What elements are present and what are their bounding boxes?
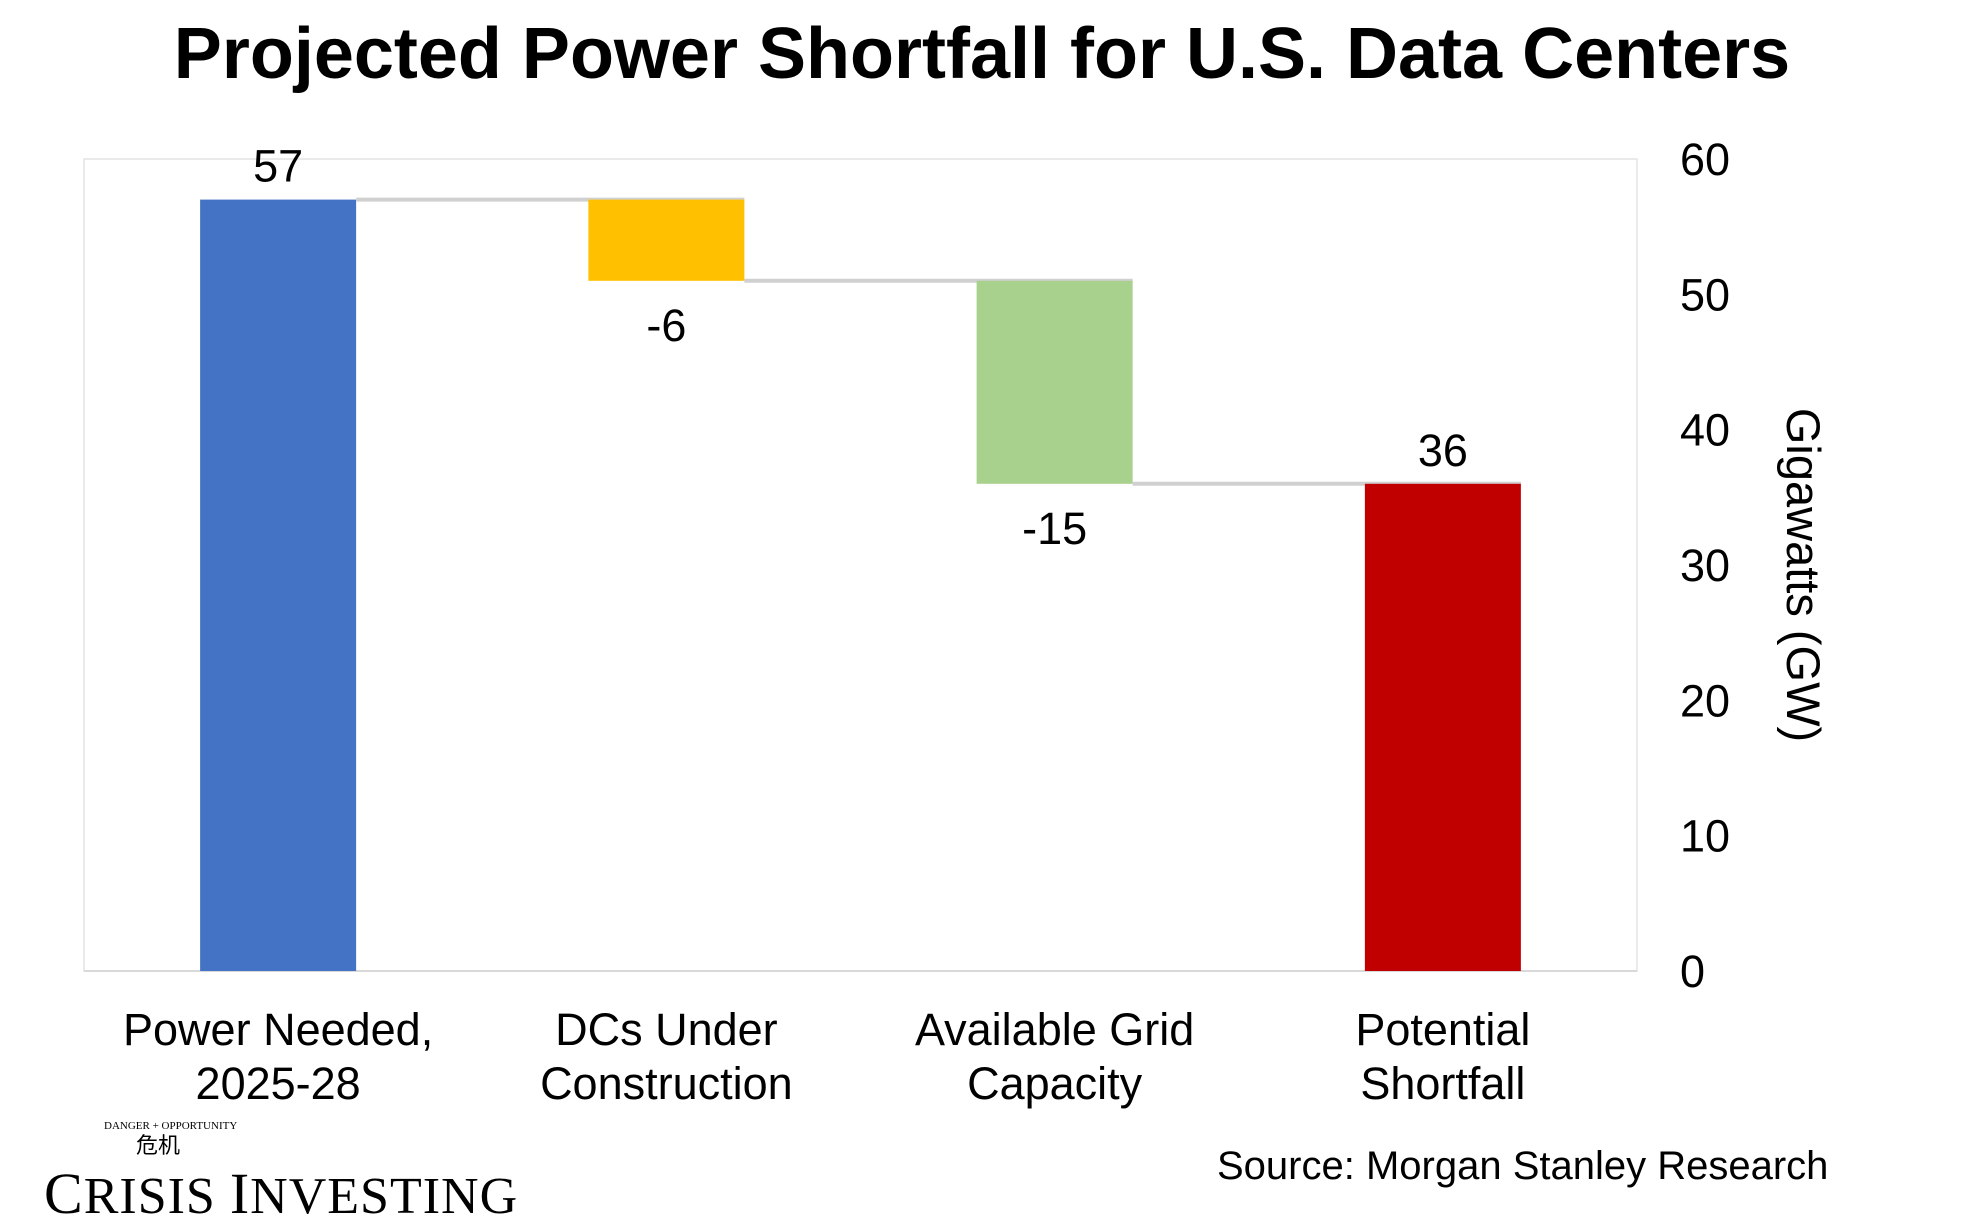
source-note: Source: Morgan Stanley Research: [1217, 1144, 1829, 1188]
logo-wordmark: CRISIS INVESTING: [44, 1161, 519, 1226]
x-category-line: 2025-28: [195, 1058, 361, 1109]
y-axis-title: Gigawatts (GW): [1777, 407, 1830, 743]
data-label: 57: [253, 141, 303, 192]
x-category-line: Shortfall: [1360, 1058, 1526, 1109]
x-category-label: DCs Under Construction: [476, 1003, 856, 1111]
x-category-line: Construction: [540, 1058, 793, 1109]
y-tick-label: 50: [1680, 269, 1730, 320]
x-category-label: Power Needed, 2025-28: [88, 1003, 468, 1111]
y-tick-label: 20: [1680, 675, 1730, 726]
x-category-line: Potential: [1355, 1004, 1531, 1055]
x-category-line: Capacity: [967, 1058, 1143, 1109]
logo-glyph: 危机: [136, 1134, 181, 1159]
x-category-line: DCs Under: [555, 1004, 778, 1055]
bar-0: [200, 199, 357, 972]
y-tick-label: 0: [1680, 946, 1705, 997]
x-category-line: Power Needed,: [123, 1004, 434, 1055]
y-tick-label: 10: [1680, 811, 1730, 862]
data-label: -6: [646, 300, 686, 351]
y-tick-label: 30: [1680, 540, 1730, 591]
bar-1: [588, 199, 745, 281]
x-category-label: Potential Shortfall: [1253, 1003, 1633, 1111]
logo-tagline: DANGER + OPPORTUNITY: [104, 1120, 238, 1132]
bar-3: [1364, 483, 1521, 971]
data-label: 36: [1418, 425, 1468, 476]
crisis-investing-logo: DANGER + OPPORTUNITY 危机 CRISIS INVESTING: [44, 1120, 534, 1226]
chart-title: Projected Power Shortfall for U.S. Data …: [173, 14, 1791, 94]
data-label: -15: [1022, 503, 1087, 554]
x-category-line: Available Grid: [914, 1004, 1195, 1055]
y-tick-label: 60: [1680, 134, 1730, 185]
y-tick-label: 40: [1680, 405, 1730, 456]
bar-2: [976, 280, 1133, 484]
x-category-label: Available Grid Capacity: [865, 1003, 1245, 1111]
